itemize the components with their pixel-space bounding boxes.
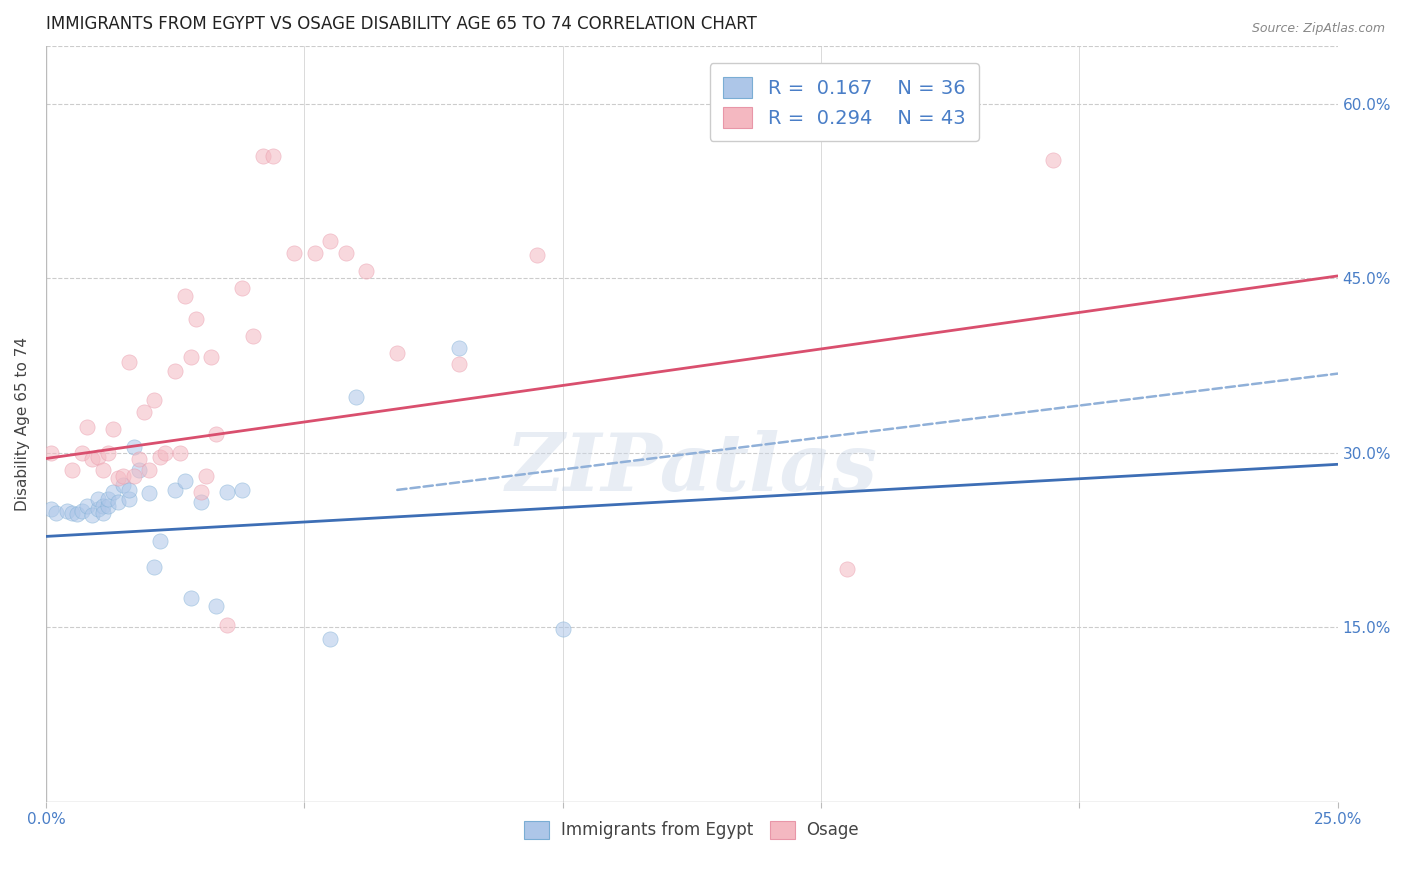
Point bbox=[449, 357, 471, 371]
Point bbox=[70, 504, 93, 518]
Point bbox=[231, 280, 253, 294]
Point bbox=[91, 499, 114, 513]
Point bbox=[97, 499, 120, 513]
Point bbox=[149, 534, 172, 549]
Point bbox=[153, 446, 176, 460]
Point bbox=[122, 469, 145, 483]
Point bbox=[112, 469, 135, 483]
Point bbox=[1042, 153, 1064, 167]
Point bbox=[165, 364, 187, 378]
Point bbox=[174, 474, 197, 488]
Point bbox=[231, 483, 253, 497]
Point bbox=[66, 508, 89, 522]
Point bbox=[215, 485, 238, 500]
Point bbox=[107, 471, 129, 485]
Point bbox=[39, 501, 62, 516]
Point bbox=[200, 351, 222, 365]
Point bbox=[70, 446, 93, 460]
Point bbox=[86, 450, 108, 465]
Point bbox=[117, 483, 139, 497]
Legend: Immigrants from Egypt, Osage: Immigrants from Egypt, Osage bbox=[517, 814, 866, 847]
Point bbox=[356, 264, 378, 278]
Point bbox=[122, 440, 145, 454]
Point bbox=[143, 559, 166, 574]
Point bbox=[45, 506, 67, 520]
Point bbox=[449, 341, 471, 355]
Point bbox=[101, 422, 124, 436]
Point bbox=[319, 632, 342, 646]
Point bbox=[387, 345, 409, 359]
Point bbox=[138, 486, 160, 500]
Y-axis label: Disability Age 65 to 74: Disability Age 65 to 74 bbox=[15, 336, 30, 510]
Point bbox=[128, 451, 150, 466]
Point bbox=[101, 485, 124, 500]
Point bbox=[134, 405, 156, 419]
Point bbox=[86, 501, 108, 516]
Point bbox=[107, 494, 129, 508]
Point bbox=[344, 390, 367, 404]
Point bbox=[165, 483, 187, 497]
Point bbox=[184, 312, 207, 326]
Text: ZIPatlas: ZIPatlas bbox=[506, 430, 877, 508]
Point bbox=[76, 499, 98, 513]
Point bbox=[335, 245, 357, 260]
Point bbox=[180, 351, 202, 365]
Point bbox=[60, 506, 83, 520]
Point bbox=[117, 355, 139, 369]
Text: Source: ZipAtlas.com: Source: ZipAtlas.com bbox=[1251, 22, 1385, 36]
Point bbox=[117, 492, 139, 507]
Point bbox=[86, 492, 108, 507]
Point bbox=[128, 463, 150, 477]
Point bbox=[180, 591, 202, 605]
Point bbox=[91, 463, 114, 477]
Point bbox=[205, 599, 228, 614]
Point bbox=[262, 149, 284, 163]
Text: IMMIGRANTS FROM EGYPT VS OSAGE DISABILITY AGE 65 TO 74 CORRELATION CHART: IMMIGRANTS FROM EGYPT VS OSAGE DISABILIT… bbox=[46, 15, 756, 33]
Point bbox=[252, 149, 274, 163]
Point bbox=[82, 508, 104, 523]
Point bbox=[215, 617, 238, 632]
Point bbox=[242, 329, 264, 343]
Point bbox=[76, 420, 98, 434]
Point bbox=[39, 446, 62, 460]
Point bbox=[283, 245, 305, 260]
Point bbox=[112, 478, 135, 492]
Point bbox=[304, 245, 326, 260]
Point bbox=[97, 446, 120, 460]
Point bbox=[138, 463, 160, 477]
Point bbox=[205, 427, 228, 442]
Point bbox=[195, 469, 218, 483]
Point bbox=[55, 504, 77, 518]
Point bbox=[97, 492, 120, 507]
Point bbox=[149, 450, 172, 465]
Point bbox=[174, 288, 197, 302]
Point bbox=[526, 248, 548, 262]
Point bbox=[758, 96, 780, 111]
Point bbox=[551, 623, 574, 637]
Point bbox=[82, 451, 104, 466]
Point bbox=[190, 485, 212, 500]
Point bbox=[91, 506, 114, 520]
Point bbox=[190, 494, 212, 508]
Point bbox=[835, 562, 858, 576]
Point bbox=[60, 463, 83, 477]
Point bbox=[143, 393, 166, 408]
Point bbox=[169, 446, 191, 460]
Point bbox=[319, 234, 342, 248]
